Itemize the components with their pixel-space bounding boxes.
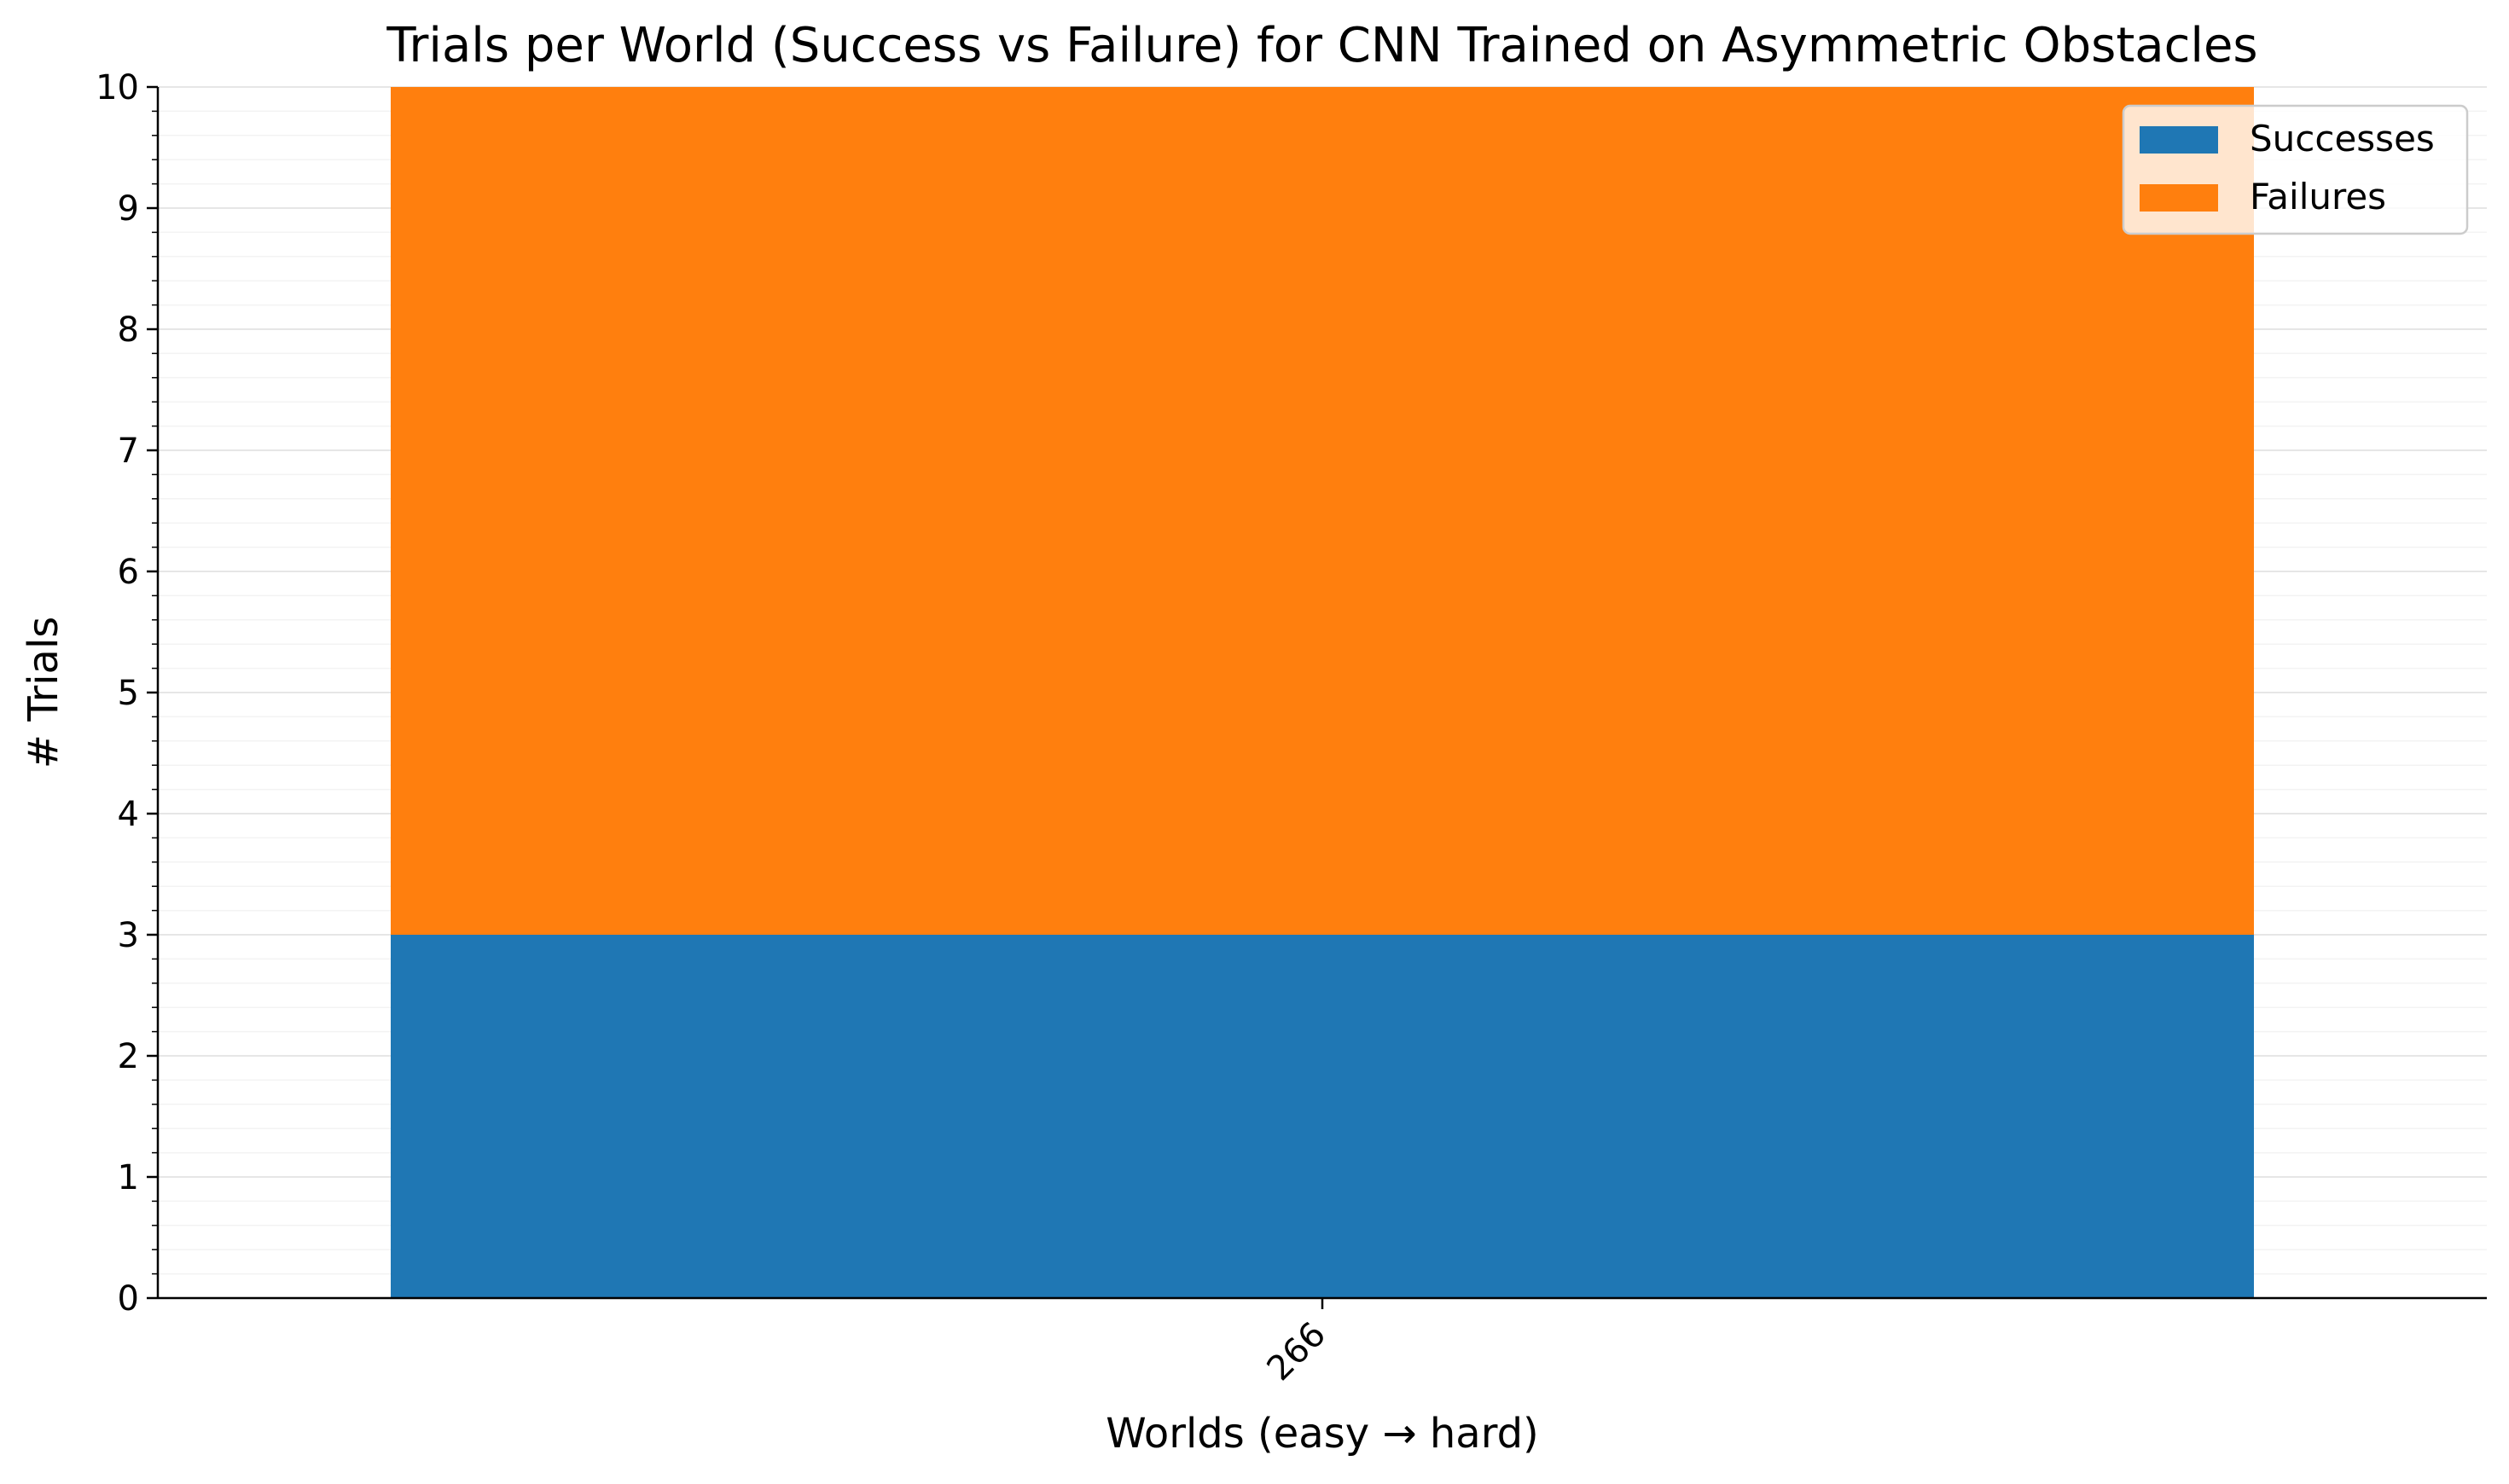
bars: [391, 87, 2254, 1298]
y-tick-label: 4: [118, 795, 139, 834]
legend-swatch-failures: [2140, 184, 2218, 212]
y-tick-label: 1: [118, 1158, 139, 1197]
legend: Successes Failures: [2122, 104, 2469, 235]
y-tick-label: 0: [118, 1279, 139, 1319]
y-tick-label: 9: [118, 189, 139, 229]
y-axis-label: # Trials: [20, 617, 67, 769]
y-tick-label: 8: [118, 310, 139, 350]
y-tick-label: 6: [118, 553, 139, 592]
y-axis-ticks: 0 1 2 3 4 5 6 7 8 9 10: [96, 68, 158, 1319]
x-axis-ticks: 266: [1260, 1298, 1334, 1389]
y-tick-label: 7: [118, 432, 139, 471]
y-tick-label: 10: [96, 68, 139, 107]
y-tick-label: 3: [118, 916, 139, 955]
x-axis-label: Worlds (easy → hard): [1106, 1410, 1539, 1458]
bar-failures-266: [391, 87, 2254, 935]
y-tick-label: 5: [118, 674, 139, 713]
legend-swatch-successes: [2140, 126, 2218, 154]
bar-successes-266: [391, 935, 2254, 1298]
legend-label-failures: Failures: [2250, 176, 2386, 217]
legend-label-successes: Successes: [2250, 118, 2435, 159]
y-tick-label: 2: [118, 1037, 139, 1076]
chart-title: Trials per World (Success vs Failure) fo…: [386, 18, 2257, 73]
x-tick-label: 266: [1260, 1315, 1334, 1389]
